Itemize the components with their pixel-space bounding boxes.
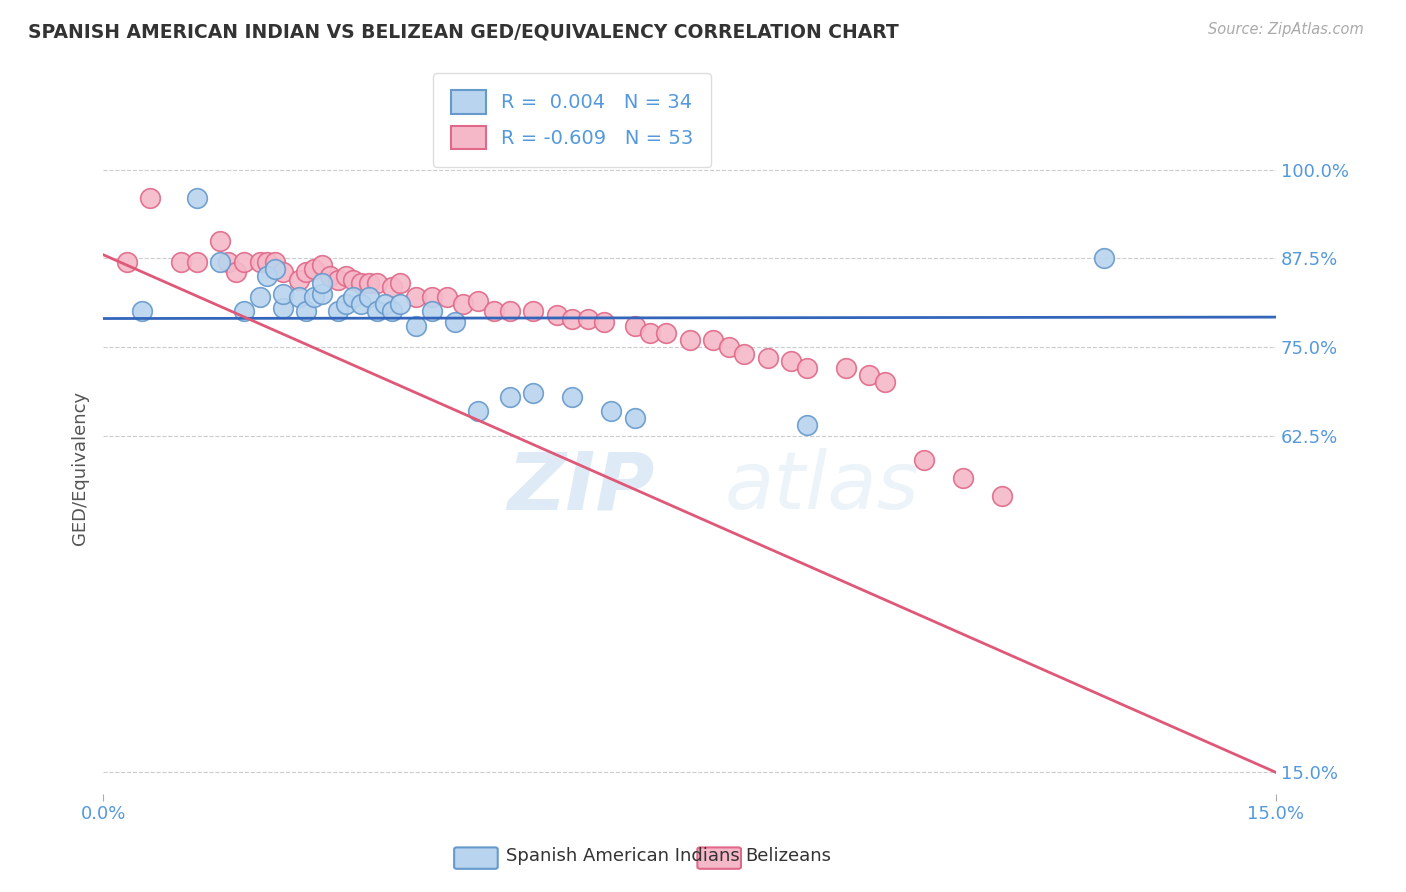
Point [912, 453, 935, 467]
Point [522, 386, 544, 401]
Point [389, 276, 412, 290]
Point [264, 261, 287, 276]
Point [796, 417, 818, 432]
Point [139, 191, 162, 205]
Point [420, 304, 443, 318]
Text: Source: ZipAtlas.com: Source: ZipAtlas.com [1208, 22, 1364, 37]
Point [835, 361, 858, 376]
Point [335, 297, 357, 311]
Point [405, 318, 427, 333]
Point [311, 276, 333, 290]
Point [217, 254, 239, 268]
Point [444, 315, 467, 329]
Point [302, 261, 325, 276]
Point [295, 265, 318, 279]
Point [186, 191, 208, 205]
Point [326, 272, 349, 286]
Point [232, 254, 254, 268]
Point [366, 276, 388, 290]
Point [225, 265, 247, 279]
Text: Belizeans: Belizeans [745, 847, 831, 865]
Point [405, 290, 427, 304]
Point [271, 301, 294, 315]
Point [302, 290, 325, 304]
Point [350, 297, 373, 311]
Point [350, 276, 373, 290]
Text: SPANISH AMERICAN INDIAN VS BELIZEAN GED/EQUIVALENCY CORRELATION CHART: SPANISH AMERICAN INDIAN VS BELIZEAN GED/… [28, 22, 898, 41]
Point [717, 340, 740, 354]
Point [326, 304, 349, 318]
Point [186, 254, 208, 268]
Point [522, 304, 544, 318]
Point [256, 254, 278, 268]
Point [366, 304, 388, 318]
Point [561, 311, 583, 326]
Point [451, 297, 474, 311]
Point [467, 403, 489, 417]
Point [319, 268, 342, 283]
Point [374, 297, 396, 311]
Point [576, 311, 599, 326]
Point [420, 290, 443, 304]
Point [311, 286, 333, 301]
Point [170, 254, 193, 268]
Point [624, 318, 647, 333]
Point [209, 234, 232, 248]
Point [1092, 252, 1115, 266]
Point [952, 471, 974, 485]
Point [209, 254, 232, 268]
Point [264, 254, 287, 268]
Point [131, 304, 153, 318]
Point [733, 347, 755, 361]
Point [271, 265, 294, 279]
Point [256, 268, 278, 283]
Point [295, 304, 318, 318]
Point [389, 297, 412, 311]
Point [311, 258, 333, 272]
Point [991, 489, 1014, 503]
Point [249, 254, 271, 268]
Point [467, 293, 489, 308]
Y-axis label: GED/Equivalency: GED/Equivalency [72, 391, 89, 544]
Point [678, 333, 700, 347]
Point [655, 326, 678, 340]
Point [436, 290, 458, 304]
Point [561, 390, 583, 404]
Point [357, 276, 380, 290]
Point [335, 268, 357, 283]
Point [756, 351, 779, 365]
Text: Spanish American Indians: Spanish American Indians [506, 847, 740, 865]
Point [482, 304, 505, 318]
Point [381, 279, 404, 293]
Point [780, 354, 803, 368]
Point [873, 376, 896, 390]
Point [232, 304, 254, 318]
Point [357, 290, 380, 304]
Point [342, 272, 364, 286]
Point [702, 333, 724, 347]
Point [640, 326, 662, 340]
Point [600, 403, 623, 417]
Point [287, 290, 309, 304]
Point [287, 272, 309, 286]
Point [858, 368, 880, 383]
Point [271, 286, 294, 301]
Point [592, 315, 614, 329]
Point [499, 390, 522, 404]
Text: atlas: atlas [724, 448, 920, 526]
Point [115, 254, 138, 268]
Point [342, 290, 364, 304]
Point [249, 290, 271, 304]
Point [499, 304, 522, 318]
Point [796, 361, 818, 376]
Point [624, 410, 647, 425]
Text: ZIP: ZIP [508, 448, 654, 526]
Point [381, 304, 404, 318]
Legend: R =  0.004   N = 34, R = -0.609   N = 53: R = 0.004 N = 34, R = -0.609 N = 53 [433, 72, 711, 167]
Point [546, 308, 568, 322]
